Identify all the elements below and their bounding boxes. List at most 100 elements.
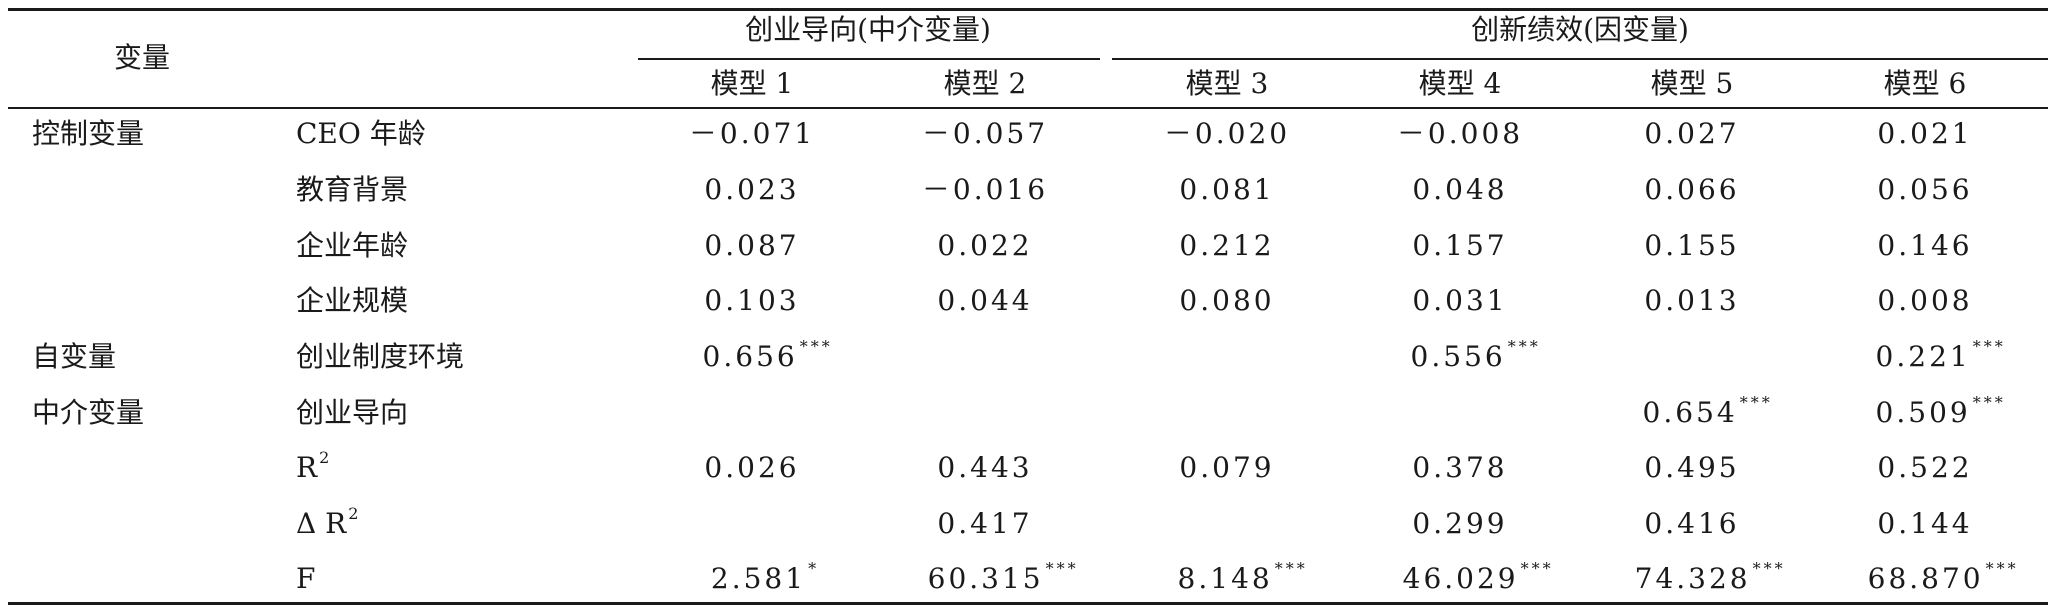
cell-value: －0.071 (688, 117, 816, 150)
table-cell: 0.013 (1644, 285, 1739, 317)
table-cell: 0.299 (1412, 508, 1507, 540)
significance-marker: *** (1752, 559, 1786, 578)
table-cell: 0.443 (937, 452, 1032, 484)
cell-value: 0.144 (1877, 507, 1973, 540)
table-cell: 0.044 (937, 285, 1032, 317)
table-cell: 0.031 (1412, 285, 1507, 317)
cell-value: 74.328 (1634, 562, 1751, 595)
cell-value: 0.443 (937, 451, 1033, 484)
table-cell: 0.080 (1179, 285, 1274, 317)
cell-value: 0.522 (1877, 451, 1973, 484)
row-variable-name: 教育背景 (296, 173, 409, 206)
cell-value: 0.654 (1642, 396, 1738, 429)
table-cell: 74.328 *** (1634, 559, 1786, 599)
row-variable-name: CEO 年龄 (296, 117, 426, 150)
table-cell: 46.029 *** (1403, 559, 1554, 599)
cell-value: 0.022 (937, 229, 1033, 262)
cell-value: 0.087 (704, 229, 800, 262)
cell-value: 0.212 (1179, 229, 1275, 262)
table-cell: －0.016 (922, 174, 1048, 206)
cell-value: 0.079 (1179, 451, 1275, 484)
cell-value: 8.148 (1177, 562, 1273, 595)
cell-value: －0.020 (1163, 117, 1291, 150)
cell-value: 0.044 (937, 284, 1033, 317)
table-cell: 0.048 (1412, 174, 1507, 206)
model-header: 模型 5 (1650, 67, 1734, 100)
cell-value: 0.157 (1412, 229, 1508, 262)
model-header: 模型 3 (1185, 67, 1269, 100)
table-cell: 2.581 * (711, 559, 819, 599)
table-cell: 0.378 (1412, 452, 1507, 484)
table-cell: －0.071 (689, 118, 815, 150)
significance-marker: *** (1520, 559, 1554, 578)
table-cell: －0.057 (922, 118, 1048, 150)
cell-value: 0.556 (1410, 340, 1506, 373)
table-cell: 0.021 (1877, 118, 1972, 150)
cell-value: 0.416 (1644, 507, 1740, 540)
row-variable-name: 企业年龄 (296, 229, 409, 262)
row-category: 控制变量 (32, 117, 145, 150)
variable-header: 变量 (113, 41, 171, 74)
significance-marker: *** (1739, 393, 1773, 412)
group-header-dependent: 创新绩效(因变量) (1471, 13, 1689, 46)
table-cell: 0.144 (1877, 508, 1972, 540)
row-category: 自变量 (32, 340, 117, 373)
table-cell: 0.103 (704, 285, 799, 317)
cell-value: 68.870 (1867, 562, 1984, 595)
top-rule (8, 8, 2048, 11)
cell-value: 0.417 (937, 507, 1033, 540)
cell-value: －0.008 (1396, 117, 1524, 150)
header-rule (8, 107, 2048, 109)
model-header: 模型 6 (1883, 67, 1967, 100)
cell-value: 0.080 (1179, 284, 1275, 317)
table-cell: 0.556 *** (1410, 337, 1541, 377)
superscript: 2 (319, 448, 330, 467)
table-cell: 0.509 *** (1876, 393, 2006, 433)
cell-value: 0.023 (704, 173, 800, 206)
cell-value: 0.221 (1875, 340, 1971, 373)
table-cell: 0.495 (1644, 452, 1739, 484)
cell-value: 0.027 (1644, 117, 1740, 150)
group1-underline (638, 58, 1100, 60)
cell-value: －0.057 (921, 117, 1049, 150)
model-header: 模型 1 (710, 67, 794, 100)
row-variable-name: 创业制度环境 (296, 340, 465, 373)
table-cell: 0.066 (1644, 174, 1739, 206)
cell-value: 0.008 (1877, 284, 1973, 317)
cell-value: 0.056 (1877, 173, 1973, 206)
cell-value: 0.155 (1644, 229, 1740, 262)
significance-marker: * (808, 559, 820, 578)
cell-value: 0.031 (1412, 284, 1508, 317)
table-cell: 0.155 (1644, 230, 1739, 262)
cell-value: 0.013 (1644, 284, 1740, 317)
cell-value: 0.066 (1644, 173, 1740, 206)
row-category: 中介变量 (32, 396, 145, 429)
cell-value: 0.048 (1412, 173, 1508, 206)
table-cell: －0.008 (1397, 118, 1523, 150)
row-variable-name: F (296, 562, 316, 595)
cell-value: 0.021 (1877, 117, 1973, 150)
table-cell: 0.023 (704, 174, 799, 206)
group-header-mediator: 创业导向(中介变量) (745, 13, 991, 46)
table-cell: 0.157 (1412, 230, 1507, 262)
cell-value: 0.103 (704, 284, 800, 317)
model-header: 模型 4 (1418, 67, 1502, 100)
table-cell: 8.148 *** (1177, 559, 1308, 599)
significance-marker: *** (1507, 337, 1541, 356)
table-cell: 0.081 (1179, 174, 1274, 206)
significance-marker: *** (1045, 559, 1079, 578)
table-cell: 0.008 (1877, 285, 1972, 317)
significance-marker: *** (1985, 559, 2019, 578)
significance-marker: *** (799, 337, 833, 356)
group2-underline (1112, 58, 2048, 60)
cell-value: 60.315 (927, 562, 1044, 595)
cell-value: 0.378 (1412, 451, 1508, 484)
cell-value: 0.299 (1412, 507, 1508, 540)
row-variable-name: 企业规模 (296, 284, 409, 317)
table-cell: 0.522 (1877, 452, 1972, 484)
significance-marker: *** (1972, 337, 2006, 356)
table-cell: 0.027 (1644, 118, 1739, 150)
bottom-rule (8, 602, 2048, 605)
